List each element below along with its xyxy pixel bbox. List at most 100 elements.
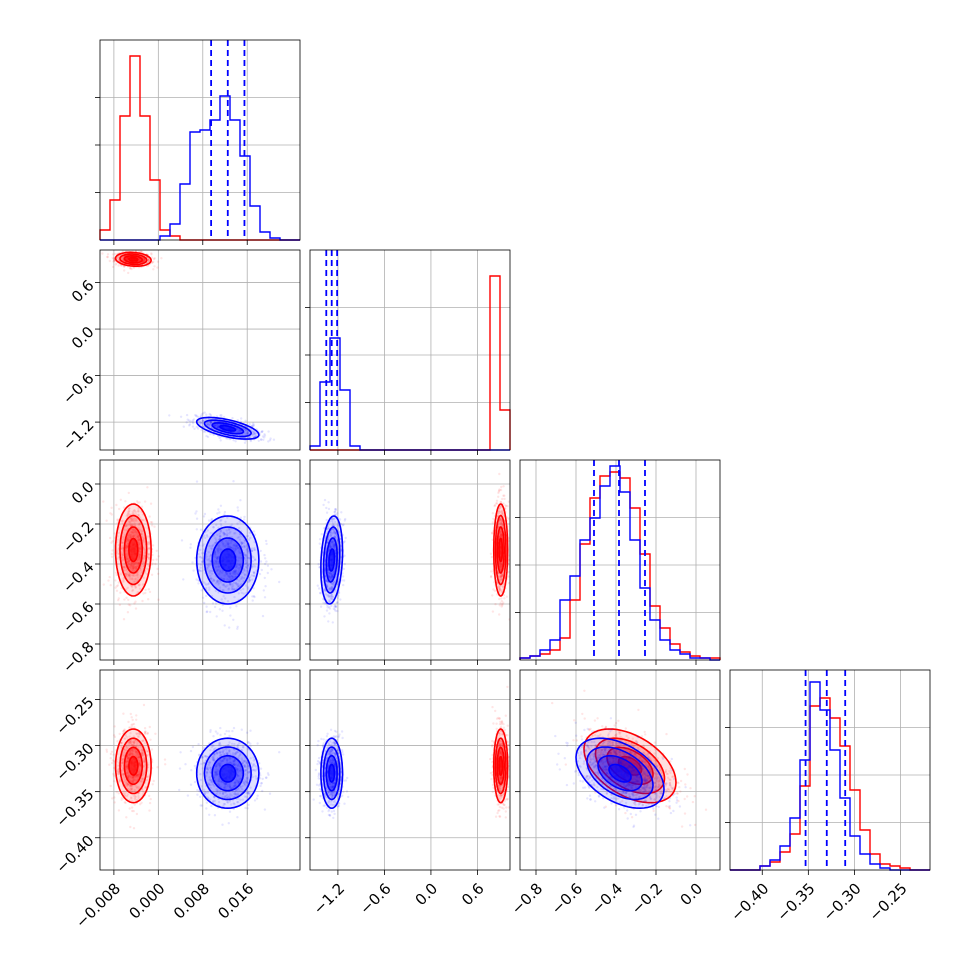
scatter-point (130, 743, 134, 747)
scatter-point (238, 538, 242, 541)
scatter-point (246, 580, 250, 584)
scatter-point (123, 566, 126, 569)
scatter-point (252, 432, 255, 435)
scatter-point (328, 571, 331, 574)
scatter-point (254, 434, 257, 438)
scatter-point (131, 718, 134, 722)
scatter-point (329, 588, 333, 592)
scatter-point (125, 524, 128, 527)
scatter-point (333, 605, 336, 608)
scatter-point (126, 765, 129, 768)
scatter-point (134, 586, 137, 589)
scatter-point (500, 564, 503, 567)
scatter-point (246, 569, 249, 572)
scatter-point (117, 581, 121, 584)
scatter-point (132, 566, 135, 569)
scatter-point (125, 781, 128, 785)
scatter-point (132, 561, 136, 565)
scatter-point (507, 570, 510, 574)
scatter-point (138, 761, 141, 765)
scatter-point (244, 428, 247, 432)
scatter-point (137, 523, 140, 526)
scatter-point (233, 569, 236, 573)
scatter-point (139, 568, 142, 571)
scatter-point (129, 741, 133, 744)
scatter-point (330, 575, 334, 578)
scatter-point (489, 575, 493, 578)
scatter-point (143, 730, 147, 734)
scatter-point (121, 558, 125, 561)
scatter-point (125, 514, 128, 518)
scatter-point (330, 546, 333, 549)
scatter-point (125, 794, 129, 798)
scatter-point (151, 544, 155, 547)
scatter-point (499, 518, 502, 521)
scatter-point (127, 787, 130, 791)
scatter-point (150, 252, 153, 255)
scatter-point (500, 509, 503, 513)
scatter-point (248, 580, 251, 583)
scatter-point (116, 552, 120, 555)
scatter-point (219, 569, 222, 572)
scatter-point (127, 757, 130, 760)
scatter-point (146, 775, 150, 778)
scatter-point (231, 588, 234, 591)
scatter-point (338, 531, 341, 534)
scatter-point (209, 559, 212, 563)
scatter-point (219, 529, 222, 532)
scatter-point (127, 603, 130, 606)
scatter-point (491, 610, 495, 613)
scatter-point (248, 531, 251, 534)
scatter-point (117, 264, 120, 267)
scatter-point (235, 544, 238, 548)
scatter-point (134, 749, 137, 752)
scatter-point (261, 614, 265, 618)
scatter-point (252, 595, 256, 598)
scatter-point (143, 551, 147, 554)
scatter-point (242, 576, 246, 580)
scatter-point (136, 756, 140, 759)
scatter-point (147, 763, 150, 766)
scatter-point (129, 779, 132, 782)
scatter-point (209, 547, 213, 550)
scatter-point (111, 253, 115, 256)
scatter-point (119, 573, 123, 576)
scatter-point (113, 532, 116, 535)
scatter-point (120, 547, 124, 550)
scatter-point (142, 790, 145, 793)
scatter-point (137, 561, 140, 565)
scatter-point (131, 510, 134, 513)
scatter-point (239, 540, 242, 544)
scatter-point (331, 596, 334, 599)
scatter-point (331, 540, 334, 543)
scatter-point (237, 556, 241, 559)
scatter-point (253, 533, 257, 536)
scatter-point (133, 534, 137, 537)
scatter-point (149, 521, 153, 524)
scatter-point (246, 431, 249, 435)
scatter-point (231, 572, 235, 575)
scatter-point (507, 581, 510, 585)
scatter-point (141, 519, 144, 522)
scatter-point (218, 535, 222, 538)
scatter-point (145, 750, 148, 753)
scatter-point (224, 544, 227, 547)
scatter-point (129, 712, 132, 716)
scatter-point (500, 564, 503, 567)
scatter-point (252, 430, 255, 433)
scatter-point (147, 552, 150, 556)
scatter-point (498, 588, 501, 591)
scatter-point (252, 556, 255, 559)
scatter-point (500, 523, 503, 526)
scatter-point (189, 546, 192, 549)
scatter-point (232, 575, 235, 578)
scatter-point (237, 570, 241, 573)
scatter-point (262, 438, 265, 441)
scatter-point (133, 778, 136, 781)
scatter-point (136, 756, 139, 759)
scatter-point (136, 752, 140, 755)
scatter-point (507, 500, 510, 503)
scatter-point (333, 535, 336, 538)
scatter-point (339, 598, 342, 601)
scatter-point (198, 568, 201, 572)
